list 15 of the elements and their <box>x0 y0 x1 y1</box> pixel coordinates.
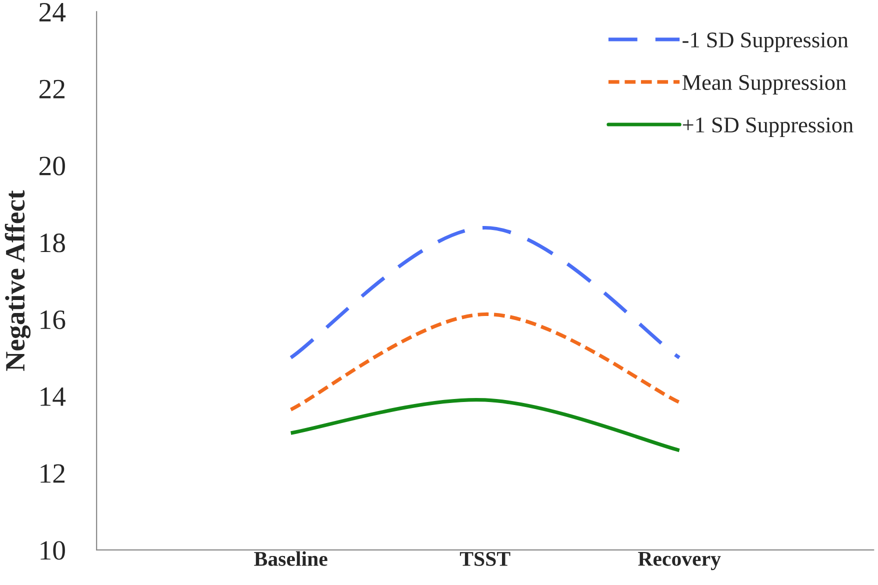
x-tick-label: Baseline <box>254 551 328 566</box>
y-tick-label: 12 <box>40 464 64 483</box>
y-tick-label: 22 <box>39 80 64 98</box>
y-tick-label: 16 <box>40 310 66 330</box>
y-tick-label: 18 <box>40 234 65 252</box>
legend-label: +1 SD Suppression <box>682 118 854 138</box>
y-tick-label: 20 <box>39 156 65 176</box>
y-tick-label: 14 <box>40 387 66 406</box>
legend-label: -1 SD Suppression <box>682 32 848 52</box>
x-tick-label: Recovery <box>638 552 721 570</box>
y-tick-label: 10 <box>40 541 65 560</box>
x-tick-label: TSST <box>460 552 510 566</box>
y-axis-title: Negative Affect <box>4 190 31 371</box>
legend-label: Mean Suppression <box>682 75 846 94</box>
y-tick-label: 24 <box>39 2 66 22</box>
